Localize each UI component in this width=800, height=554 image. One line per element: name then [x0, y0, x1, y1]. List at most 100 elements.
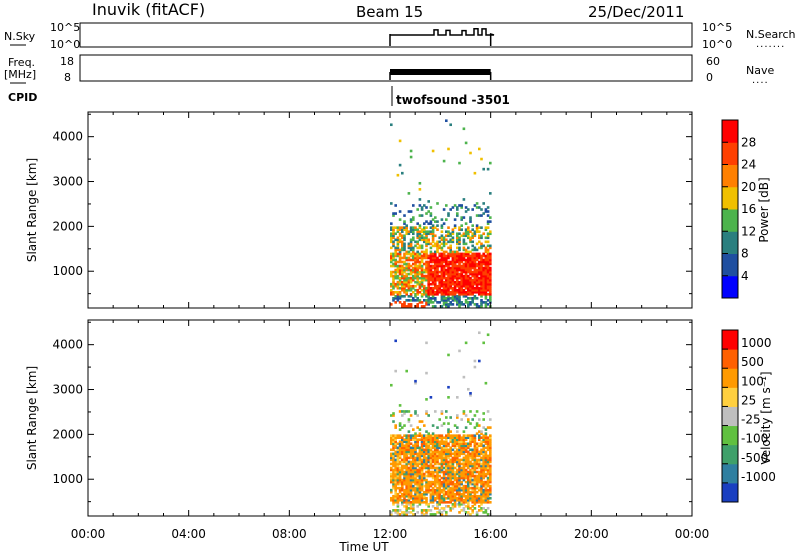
- range-gate-cell: [416, 442, 419, 446]
- range-gate-cell: [440, 494, 444, 498]
- range-gate-cell: [445, 436, 448, 440]
- range-gate-cell: [489, 268, 492, 272]
- range-gate-cell: [420, 270, 424, 274]
- range-gate-cell: [442, 460, 446, 464]
- range-gate-cell: [429, 454, 433, 458]
- range-gate-cell: [423, 474, 426, 478]
- range-gate-cell: [442, 254, 446, 258]
- range-gate-cell: [453, 250, 457, 254]
- range-gate-cell: [480, 498, 483, 502]
- range-gate-cell: [420, 266, 424, 270]
- range-gate-cell: [475, 480, 479, 484]
- range-gate-cell: [478, 214, 481, 217]
- range-gate-cell: [478, 470, 481, 474]
- range-gate-cell: [409, 474, 413, 478]
- range-gate-cell: [473, 256, 477, 260]
- range-gate-cell: [407, 490, 411, 494]
- range-gate-cell: [436, 505, 439, 508]
- range-gate-cell: [480, 430, 483, 433]
- range-gate-cell: [434, 446, 437, 450]
- range-gate-cell: [392, 500, 395, 504]
- range-gate-cell: [469, 286, 472, 290]
- range-gate-cell: [414, 466, 417, 470]
- range-gate-cell: [416, 500, 419, 504]
- range-gate-cell: [398, 266, 402, 270]
- range-gate-cell: [431, 424, 435, 427]
- range-gate-cell: [447, 278, 450, 282]
- range-gate-cell: [420, 476, 424, 480]
- range-gate-cell: [456, 246, 459, 250]
- range-gate-cell: [445, 456, 448, 460]
- range-gate-cell: [434, 498, 437, 502]
- range-gate-cell: [405, 464, 408, 468]
- range-gate-cell: [456, 414, 459, 417]
- range-gate-cell: [412, 436, 415, 440]
- range-gate-cell: [438, 240, 441, 244]
- range-gate-cell: [471, 301, 474, 304]
- range-gate-cell: [484, 492, 488, 496]
- range-gate-cell: [418, 494, 422, 498]
- range-gate-cell: [440, 284, 444, 288]
- range-gate-cell: [418, 468, 422, 472]
- range-gate-cell: [434, 490, 437, 494]
- range-gate-cell: [471, 509, 474, 512]
- range-gate-cell: [453, 224, 457, 227]
- range-gate-cell: [390, 436, 393, 440]
- range-gate-cell: [392, 290, 395, 294]
- range-gate-cell: [434, 266, 437, 270]
- range-gate-cell: [440, 470, 444, 474]
- range-gate-cell: [489, 270, 492, 274]
- range-gate-cell: [467, 280, 470, 284]
- range-gate-cell: [416, 230, 419, 234]
- range-gate-cell: [484, 484, 488, 488]
- range-gate-cell: [412, 286, 415, 290]
- range-gate-cell: [484, 462, 488, 466]
- range-gate-cell: [478, 280, 481, 284]
- range-gate-cell: [442, 290, 446, 294]
- colorbar-swatch: [722, 330, 738, 350]
- range-gate-cell: [451, 442, 455, 446]
- range-gate-cell: [458, 464, 461, 468]
- range-gate-cell: [414, 480, 417, 484]
- range-gate-cell: [418, 214, 422, 217]
- range-gate-cell: [449, 272, 452, 276]
- range-gate-cell: [451, 290, 455, 294]
- date-title: 25/Dec/2011: [588, 3, 684, 21]
- range-gate-cell: [390, 238, 393, 242]
- range-gate-cell: [392, 278, 395, 282]
- range-gate-cell: [475, 297, 479, 300]
- range-gate-cell: [438, 236, 441, 240]
- range-gate-cell: [427, 282, 430, 286]
- range-gate-cell: [405, 305, 408, 308]
- range-gate-cell: [478, 454, 481, 458]
- range-gate-cell: [418, 496, 422, 500]
- range-gate-cell: [431, 218, 435, 221]
- range-gate-cell: [462, 438, 466, 442]
- range-gate-cell: [409, 450, 413, 454]
- range-gate-cell: [425, 260, 428, 264]
- range-gate-cell: [416, 240, 419, 244]
- range-gate-cell: [456, 260, 459, 264]
- freq-tick-bottom: 8: [64, 71, 71, 84]
- range-gate-cell: [423, 230, 426, 234]
- range-gate-cell: [392, 284, 395, 288]
- range-gate-cell: [473, 444, 477, 448]
- range-gate-cell: [418, 478, 422, 482]
- range-gate-cell: [458, 297, 461, 300]
- range-gate-cell: [442, 280, 446, 284]
- range-gate-cell: [434, 292, 437, 296]
- range-gate-cell: [434, 226, 437, 229]
- range-gate-cell: [398, 466, 402, 470]
- range-gate-cell: [445, 438, 448, 442]
- range-gate-cell: [423, 299, 426, 302]
- range-gate-cell: [480, 256, 483, 260]
- range-gate-cell: [453, 272, 457, 276]
- range-gate-cell: [431, 450, 435, 454]
- range-gate-cell: [469, 280, 472, 284]
- range-gate-cell: [438, 260, 441, 264]
- range-gate-cell: [420, 482, 424, 486]
- range-gate-cell: [431, 264, 435, 268]
- range-gate-cell: [445, 286, 448, 290]
- range-gate-cell: [401, 286, 404, 290]
- range-gate-cell: [412, 248, 415, 252]
